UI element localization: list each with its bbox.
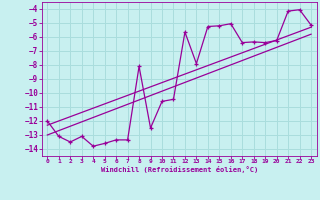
X-axis label: Windchill (Refroidissement éolien,°C): Windchill (Refroidissement éolien,°C) [100, 166, 258, 173]
